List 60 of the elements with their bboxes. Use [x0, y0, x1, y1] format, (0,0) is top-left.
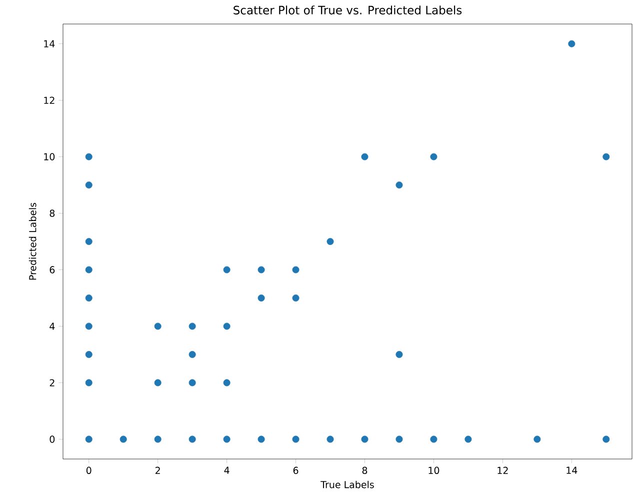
point: [154, 322, 162, 330]
point: [258, 266, 265, 274]
x-tick-label: 2: [156, 466, 160, 474]
point: [361, 436, 368, 443]
point: [326, 238, 334, 245]
point: [223, 322, 230, 330]
y-tick-label: 4: [50, 322, 55, 330]
point: [120, 436, 127, 443]
point: [85, 182, 92, 189]
point: [602, 153, 610, 160]
y-tick-label: 2: [50, 379, 54, 386]
point: [292, 436, 300, 443]
x-tick-label: 8: [362, 466, 368, 474]
x-tick-label: 6: [293, 466, 298, 474]
point: [430, 153, 438, 160]
point: [326, 436, 334, 443]
y-tick-label: 14: [44, 40, 55, 48]
y-tick-label: 6: [50, 266, 55, 274]
chart-title: Scatter Plot of True vs. Predicted Labels: [234, 6, 462, 14]
point: [85, 379, 92, 386]
y-axis-title: Predicted Labels: [28, 202, 36, 280]
point: [223, 379, 230, 386]
point: [223, 436, 230, 443]
point: [464, 436, 472, 443]
point: [188, 350, 196, 358]
point: [154, 436, 162, 443]
x-tick-label: 4: [224, 466, 230, 474]
y-tick-label: 12: [44, 96, 54, 104]
y-tick-label: 0: [50, 436, 55, 443]
x-tick-label: 14: [566, 466, 578, 474]
point: [188, 322, 196, 330]
point: [188, 379, 196, 386]
point: [85, 322, 92, 330]
x-tick-label: 12: [498, 466, 508, 474]
point: [223, 266, 230, 274]
point: [85, 350, 92, 358]
point: [85, 153, 92, 160]
point: [85, 294, 92, 302]
point: [396, 182, 403, 189]
point: [568, 40, 576, 48]
point: [396, 350, 403, 358]
point: [292, 266, 300, 274]
y-tick-label: 8: [50, 210, 55, 217]
point: [292, 294, 300, 302]
point: [396, 436, 403, 443]
y-tick-label: 10: [44, 153, 55, 160]
point: [258, 294, 265, 302]
point: [85, 436, 92, 443]
point: [188, 436, 196, 443]
point: [430, 436, 438, 443]
x-axis-title: True Labels: [320, 480, 374, 488]
point: [258, 436, 265, 443]
x-tick-label: 10: [428, 466, 440, 474]
point: [85, 238, 92, 245]
point: [534, 436, 541, 443]
point: [154, 379, 162, 386]
point: [361, 153, 368, 160]
point: [602, 436, 610, 443]
point: [85, 266, 92, 274]
x-tick-label: 0: [86, 466, 92, 474]
